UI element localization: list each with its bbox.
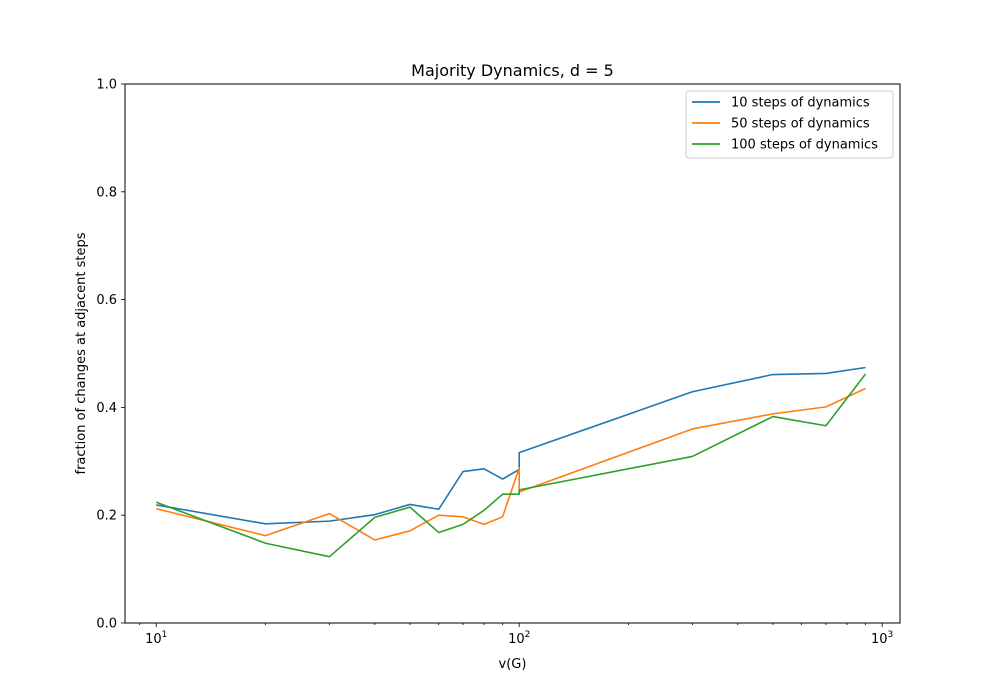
y-tick-label: 0.0	[96, 617, 117, 632]
series-line-2	[156, 387, 866, 541]
series-line-1	[156, 366, 866, 525]
y-tick-label: 1.0	[96, 78, 117, 93]
y-tick-label: 0.8	[96, 185, 117, 200]
x-tick-label: 102	[508, 630, 530, 647]
legend-label-3: 100 steps of dynamics	[731, 138, 878, 153]
series-line-3	[155, 373, 867, 558]
y-axis-label: fraction of changes at adjacent steps	[74, 232, 89, 474]
y-axis-ticks: 0.0 0.2 0.4 0.6 0.8 1.0	[96, 78, 125, 632]
legend-label-2: 50 steps of dynamics	[731, 117, 870, 132]
x-tick-label: 101	[145, 630, 167, 647]
legend-box	[685, 90, 894, 159]
x-axis-ticks: 101 102 103	[145, 623, 893, 647]
plot-frame	[124, 83, 901, 624]
legend: 10 steps of dynamics 50 steps of dynamics…	[685, 90, 894, 159]
chart-title: Majority Dynamics, d = 5	[411, 61, 614, 80]
plot-area	[125, 84, 900, 623]
x-tick-label: 103	[871, 630, 893, 647]
legend-label-1: 10 steps of dynamics	[731, 96, 870, 111]
y-tick-label: 0.6	[96, 293, 117, 308]
x-axis-label: v(G)	[499, 657, 527, 672]
series-layer	[155, 366, 867, 558]
y-tick-label: 0.2	[96, 509, 117, 524]
y-tick-label: 0.4	[96, 401, 117, 416]
